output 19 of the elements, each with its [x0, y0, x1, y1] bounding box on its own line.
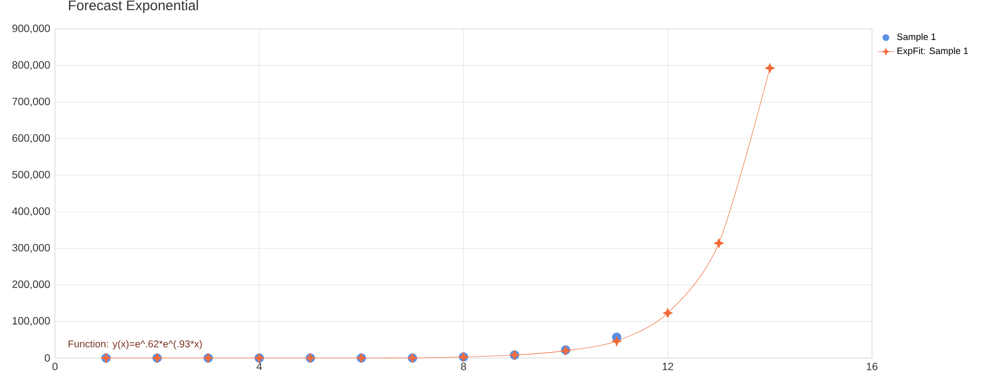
y-tick-label: 0	[44, 354, 50, 362]
legend-label: Sample 1	[897, 33, 936, 42]
y-tick-label: 400,000	[12, 207, 50, 216]
y-tick-label: 200,000	[12, 280, 50, 290]
y-tick-label: 500,000	[12, 170, 50, 180]
chart-title: Forecast Exponential	[69, 0, 198, 14]
y-tick-label: 600,000	[12, 134, 50, 144]
annotation: Function: y(x)=e^.62*e^(.93*x)	[68, 340, 202, 350]
x-tick-label: 12	[662, 362, 674, 370]
y-tick-label: 700,000	[12, 98, 50, 106]
x-tick-label: 8	[461, 362, 466, 370]
y-tick-label: 300,000	[12, 244, 50, 253]
x-tick-label: 16	[866, 362, 878, 370]
legend-label: ExpFit: Sample 1	[898, 47, 968, 56]
y-tick-label: 900,000	[12, 24, 50, 34]
y-tick-label: 800,000	[12, 61, 50, 70]
x-tick-label: 0	[52, 362, 58, 370]
x-tick-label: 4	[256, 362, 262, 370]
y-tick-label: 100,000	[12, 317, 50, 326]
